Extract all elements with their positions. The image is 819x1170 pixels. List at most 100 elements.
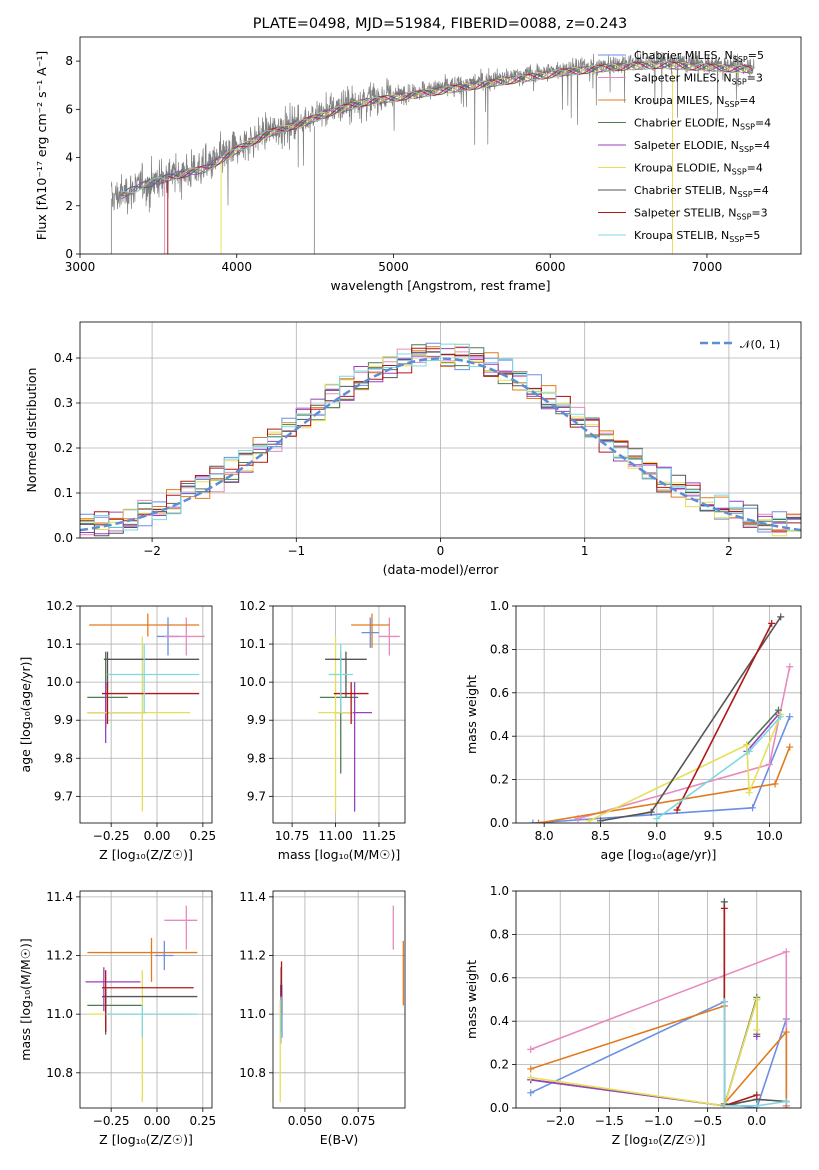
- y-tick-label: 0.2: [490, 1058, 509, 1072]
- legend-label: Kroupa MILES, NSSP=4: [634, 94, 756, 109]
- chart-age-Z: −0.25 0.00 0.25 9.7 9.8 9.9 10.0 10.1 10.2 Z [log…: [18, 599, 216, 862]
- legend-label: Kroupa ELODIE, NSSP=4: [634, 162, 763, 177]
- mass-weight-line: [723, 908, 758, 1107]
- errorbar-point: [87, 990, 143, 1035]
- plus-marker: [777, 613, 785, 621]
- x-tick-label: 0.25: [189, 1114, 216, 1128]
- y-tick-label: 10.1: [46, 637, 73, 651]
- x-tick-label: −1: [287, 544, 305, 558]
- model-spectrum: [120, 61, 753, 199]
- spectrum-legend: Chabrier MILES, NSSP=5 Salpeter MILES, NS…: [598, 49, 771, 244]
- y-tick-label: 6: [65, 102, 73, 116]
- plus-marker: [673, 806, 681, 814]
- x-tick-label: 5000: [378, 260, 409, 274]
- errorbar-point: [102, 987, 198, 1032]
- plus-marker: [720, 1102, 728, 1108]
- y-tick-label: 9.8: [247, 751, 266, 765]
- y-tick-label: 10.0: [239, 675, 266, 689]
- errorbar-point: [361, 617, 379, 648]
- y-tick-label: 0.0: [54, 531, 73, 545]
- y-tick-label: 0.4: [490, 729, 509, 743]
- y-axis-label: mass weight: [464, 675, 479, 754]
- plus-marker: [527, 1089, 535, 1097]
- mass-weight-line: [530, 997, 758, 1107]
- mass-weight-line: [600, 616, 782, 822]
- y-tick-label: 9.7: [247, 789, 266, 803]
- axes-frame: [79, 321, 802, 539]
- errorbar-point: [164, 905, 198, 950]
- model-spectrum: [120, 61, 753, 197]
- plus-marker: [647, 808, 655, 816]
- errorbar-point: [102, 970, 194, 1032]
- errorbar-point: [318, 636, 353, 812]
- y-tick-label: 0.8: [490, 927, 509, 941]
- y-tick-label: 11.2: [239, 949, 266, 963]
- x-tick-label: 10.0: [756, 829, 783, 843]
- plot-area: [85, 905, 198, 1103]
- x-tick-label: −0.25: [93, 1114, 130, 1128]
- mass-weight-line: [530, 999, 758, 1107]
- plus-marker: [786, 663, 794, 671]
- plus-marker: [768, 619, 776, 627]
- y-axis-label: mass weight: [464, 960, 479, 1039]
- errorbar-point: [87, 970, 190, 1103]
- x-axis-label: Z [log₁₀(Z/Z☉)]: [99, 1132, 193, 1147]
- plus-marker: [782, 1028, 790, 1036]
- x-tick-label: 11.25: [362, 829, 396, 843]
- y-tick-label: 9.7: [54, 789, 73, 803]
- x-tick-label: 0.0: [747, 1114, 766, 1128]
- y-tick-label: 9.9: [54, 713, 73, 727]
- plus-marker: [753, 996, 761, 1003]
- y-axis-label: mass [log₁₀(M/M☉)]: [18, 938, 33, 1060]
- x-axis-label: E(B-V): [320, 1132, 359, 1147]
- plus-marker: [753, 1091, 761, 1099]
- plus-marker: [535, 819, 543, 823]
- x-tick-label: 9.5: [704, 829, 723, 843]
- y-tick-label: 10.1: [239, 637, 266, 651]
- chart-mass-Z: −0.25 0.00 0.25 10.8 11.0 11.2 11.4 Z [log₁₀(Z/…: [18, 890, 216, 1147]
- mass-weight-line: [530, 999, 758, 1107]
- mass-weight-line: [676, 623, 773, 811]
- legend-label: Chabrier ELODIE, NSSP=4: [634, 117, 771, 132]
- mass-weight-line: [723, 1001, 787, 1107]
- plus-marker: [745, 747, 753, 755]
- x-tick-label: 7000: [692, 260, 723, 274]
- x-axis-label: wavelength [Angstrom, rest frame]: [330, 278, 550, 293]
- x-tick-label: 8.5: [591, 829, 610, 843]
- y-tick-label: 0.6: [490, 971, 509, 985]
- y-tick-label: 0.0: [490, 1101, 509, 1115]
- legend-label: 𝒩(0, 1): [740, 338, 780, 351]
- axes-frame: [515, 890, 802, 1109]
- plot-area: [318, 613, 400, 812]
- y-tick-label: 1.0: [490, 599, 509, 613]
- chart-residuals: −2 −1 0 1 2 0.0 0.1 0.2 0.3 0.4 (data-model)/error…: [24, 321, 802, 577]
- x-axis-label: (data-model)/error: [383, 562, 500, 577]
- plus-marker: [753, 1026, 761, 1034]
- x-tick-label: 0.00: [144, 1114, 171, 1128]
- y-tick-label: 9.8: [54, 751, 73, 765]
- y-tick-label: 0.4: [54, 351, 73, 365]
- errorbar-point: [351, 613, 390, 648]
- errorbar-point: [89, 613, 200, 637]
- y-tick-label: 11.0: [46, 1007, 73, 1021]
- y-tick-label: 0.0: [490, 816, 509, 830]
- errorbar-point: [155, 940, 174, 971]
- plus-marker: [771, 780, 779, 788]
- y-tick-label: 11.0: [239, 1007, 266, 1021]
- y-tick-label: 0.4: [490, 1014, 509, 1028]
- plot-area: [527, 898, 790, 1108]
- errorbar-point: [102, 682, 200, 725]
- x-tick-label: −0.5: [693, 1114, 722, 1128]
- y-tick-label: 11.4: [239, 890, 266, 904]
- plot-area: [80, 342, 801, 537]
- y-tick-label: 0.8: [490, 642, 509, 656]
- model-spectrum: [167, 61, 753, 180]
- plus-marker: [782, 1104, 790, 1108]
- legend-label: Chabrier STELIB, NSSP=4: [634, 184, 769, 199]
- errorbar-point: [164, 617, 205, 656]
- x-tick-label: 0.25: [189, 829, 216, 843]
- plot-area: [279, 905, 404, 1103]
- errorbar-point: [378, 617, 400, 656]
- axes-frame: [272, 890, 406, 1109]
